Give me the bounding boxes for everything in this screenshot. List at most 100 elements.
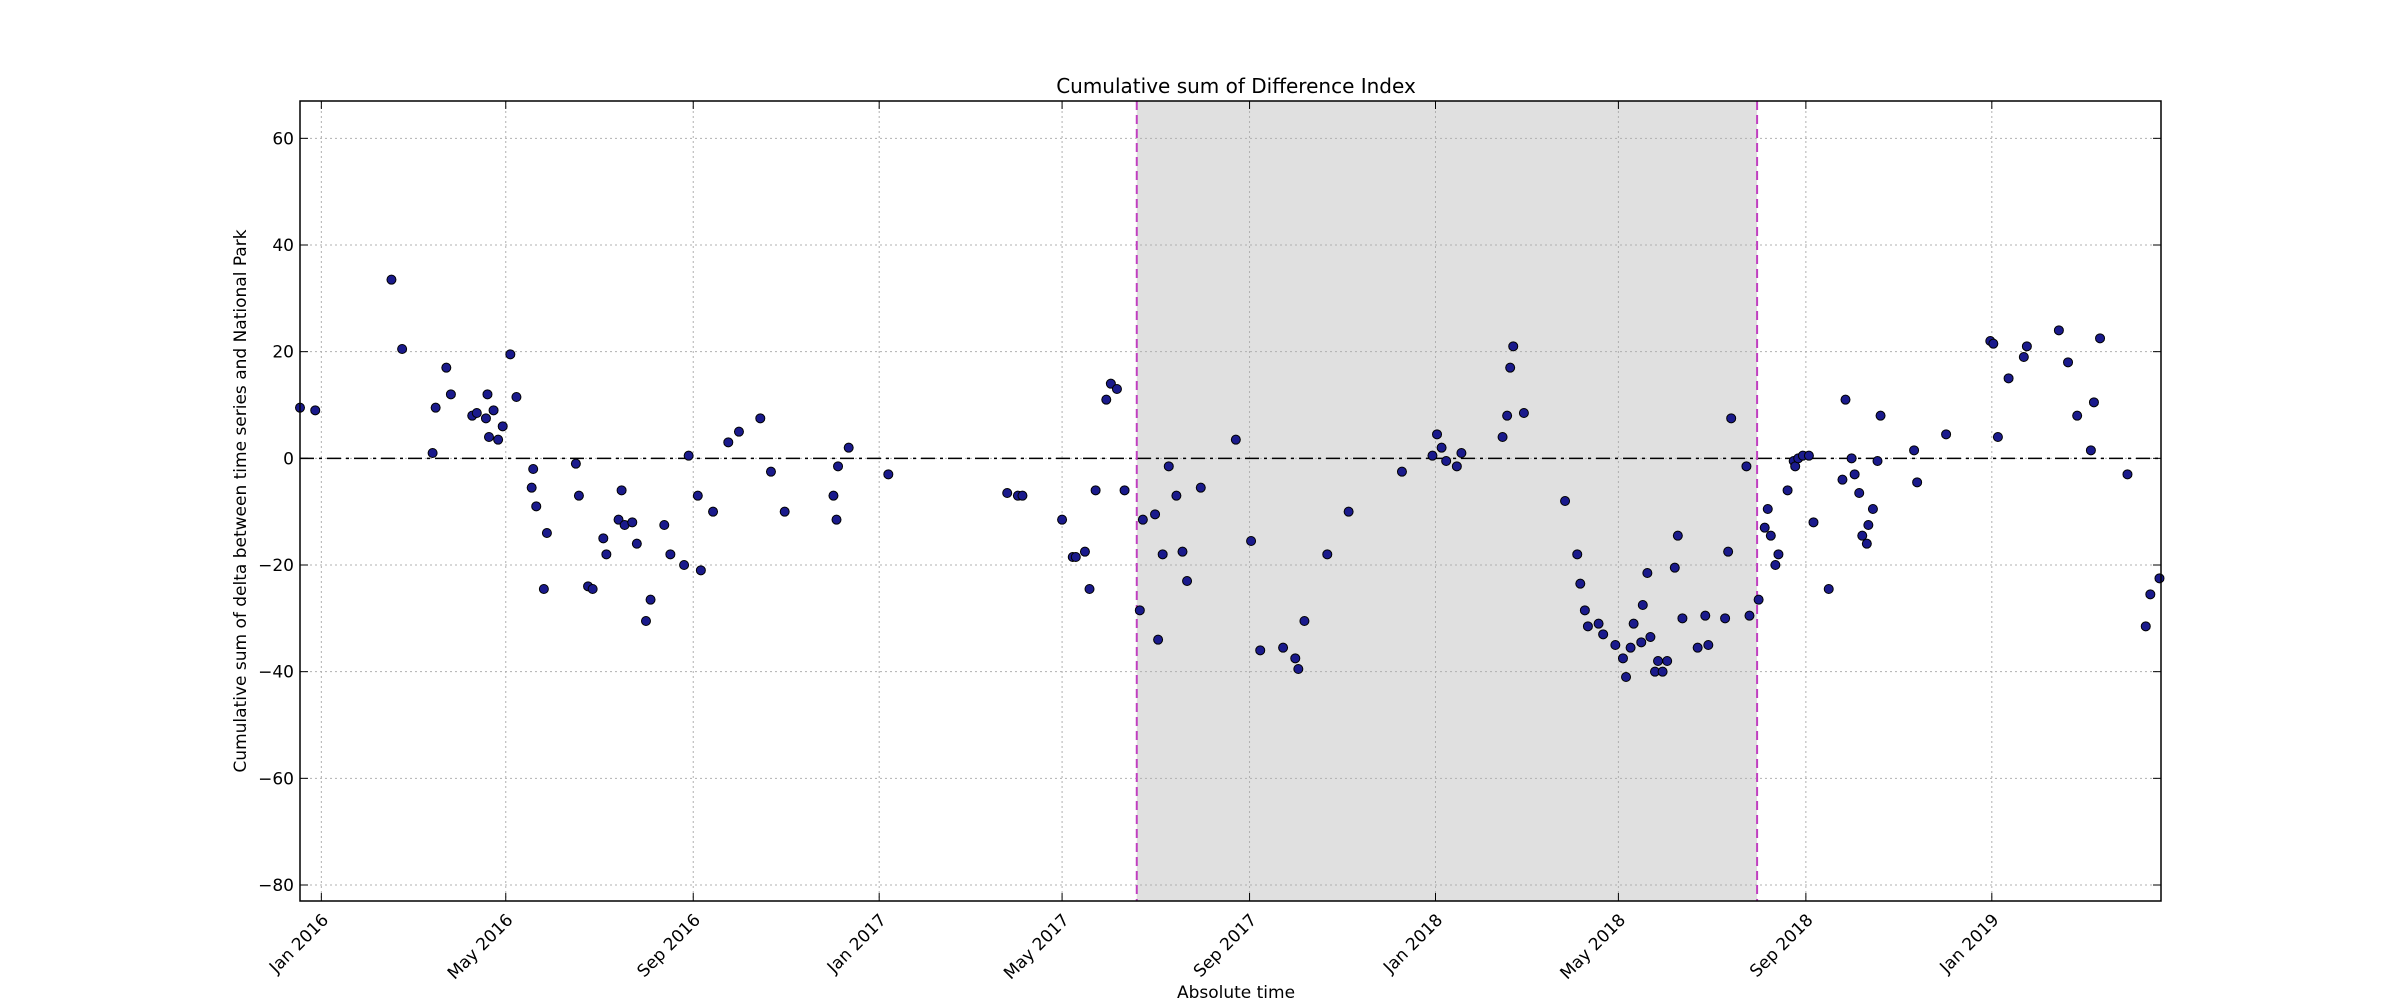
data-point xyxy=(1669,562,1680,573)
x-tick-label: May 2018 xyxy=(1557,910,1630,983)
data-point xyxy=(570,458,581,469)
data-point xyxy=(598,533,609,544)
data-point xyxy=(723,437,734,448)
data-point xyxy=(511,392,522,402)
data-point xyxy=(526,482,537,493)
data-point xyxy=(1299,616,1310,626)
data-point xyxy=(1867,504,1878,514)
data-point xyxy=(1912,477,1923,488)
data-point xyxy=(1579,605,1590,616)
data-point xyxy=(1692,642,1703,653)
plot-frame xyxy=(299,100,2162,902)
data-point xyxy=(733,426,744,437)
data-point xyxy=(1653,656,1664,666)
data-point xyxy=(1441,456,1452,466)
data-point xyxy=(1854,488,1865,498)
data-point xyxy=(1293,664,1304,674)
data-point xyxy=(541,528,552,538)
data-point xyxy=(1177,546,1188,557)
data-point xyxy=(430,402,441,413)
y-axis-ticks: 60 40 20 0 −20 −40 −60 −80 xyxy=(258,129,2161,896)
data-point xyxy=(1703,640,1714,650)
x-tick-label: Jan 2017 xyxy=(823,910,891,978)
data-point xyxy=(1723,546,1734,557)
data-point xyxy=(659,520,670,530)
y-tick-label: 20 xyxy=(272,343,294,363)
data-point xyxy=(833,461,844,472)
data-point xyxy=(445,389,456,400)
data-point xyxy=(1823,584,1834,594)
data-point xyxy=(1657,666,1668,677)
data-point xyxy=(1782,485,1793,496)
data-point xyxy=(441,362,452,373)
x-tick-label: Jan 2019 xyxy=(1936,910,2004,978)
data-point xyxy=(531,501,542,512)
data-point xyxy=(1090,485,1101,496)
x-tick-label: Sep 2017 xyxy=(1190,910,1261,981)
data-point xyxy=(1171,490,1182,501)
data-point xyxy=(573,490,584,501)
data-point xyxy=(1502,410,1513,421)
data-point xyxy=(1290,653,1301,664)
data-point xyxy=(1837,474,1848,485)
data-point xyxy=(779,506,790,517)
data-point xyxy=(1803,450,1814,461)
data-point xyxy=(1700,610,1711,621)
data-point xyxy=(708,506,719,517)
x-axis-title: Absolute time xyxy=(1177,983,1295,1001)
data-point xyxy=(665,549,676,560)
data-point xyxy=(482,389,493,400)
data-point xyxy=(1628,618,1639,629)
data-point xyxy=(831,514,842,525)
data-point xyxy=(1909,445,1920,456)
data-point xyxy=(1002,488,1013,498)
data-point xyxy=(1343,506,1354,517)
data-point xyxy=(616,485,627,496)
data-point xyxy=(538,584,549,594)
data-point xyxy=(493,434,504,445)
data-point xyxy=(1017,490,1028,501)
data-point xyxy=(1765,530,1776,541)
data-point xyxy=(1861,538,1872,549)
y-tick-label: −80 xyxy=(258,876,294,896)
data-point xyxy=(1518,408,1529,418)
data-point xyxy=(1744,610,1755,621)
data-point xyxy=(1079,546,1090,557)
y-tick-label: 60 xyxy=(272,129,294,149)
data-point xyxy=(1593,618,1604,629)
data-point xyxy=(1255,645,1266,656)
x-tick-label: Sep 2018 xyxy=(1746,910,1817,981)
data-point xyxy=(386,274,397,285)
data-point xyxy=(1137,514,1148,525)
data-point xyxy=(1432,429,1443,440)
data-point xyxy=(627,517,638,528)
data-point xyxy=(1451,461,1462,472)
data-point xyxy=(1560,496,1571,506)
data-point xyxy=(1182,576,1193,586)
data-point xyxy=(397,344,408,354)
data-point xyxy=(1134,605,1145,616)
data-point xyxy=(640,616,651,626)
data-point xyxy=(1101,394,1112,405)
data-point xyxy=(1150,509,1161,520)
data-point xyxy=(1840,394,1851,405)
data-point xyxy=(631,538,642,549)
data-point xyxy=(1070,552,1081,562)
data-point xyxy=(497,421,508,432)
data-point xyxy=(2053,325,2064,336)
data-point xyxy=(1988,338,1999,349)
y-tick-label: −40 xyxy=(258,663,294,683)
data-point xyxy=(843,442,854,453)
data-point xyxy=(1396,466,1407,477)
data-point xyxy=(2154,573,2165,584)
data-point xyxy=(1582,621,1593,632)
data-point xyxy=(1741,461,1752,472)
x-tick-label: Sep 2016 xyxy=(634,910,705,981)
data-point xyxy=(483,432,494,442)
data-point xyxy=(1759,522,1770,533)
data-point xyxy=(2021,341,2032,352)
y-tick-label: −20 xyxy=(258,556,294,576)
data-point xyxy=(2003,373,2014,384)
data-point xyxy=(1322,549,1333,560)
